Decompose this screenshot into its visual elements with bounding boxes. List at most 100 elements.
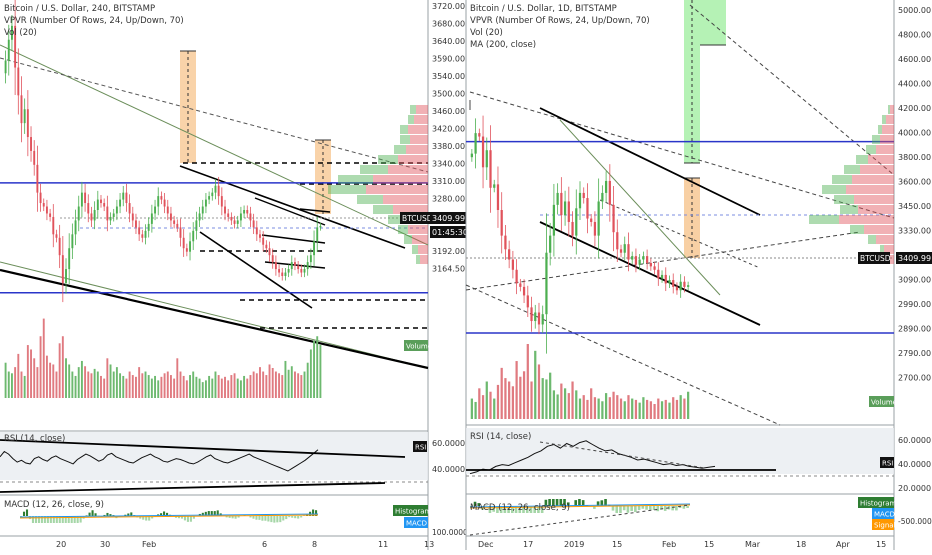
left-macd-hist-29 (106, 513, 108, 516)
right-vpvr-up-7 (832, 175, 852, 184)
left-volume-bar-84 (272, 368, 274, 398)
left-vpvr-up-13 (404, 235, 412, 244)
right-volume-bar-24 (560, 384, 562, 419)
right-vpvr-down-13 (876, 235, 894, 244)
right-candle-body-22 (553, 205, 555, 236)
left-candle-body-23 (78, 207, 80, 221)
left-macd-hist-78 (252, 516, 254, 519)
left-price-axis-label-6: 3460.00 (432, 107, 465, 116)
left-volume-bar-86 (278, 373, 280, 398)
left-macd-hist-0 (20, 516, 22, 517)
right-volume-bar-31 (586, 400, 588, 419)
left-candle-body-37 (122, 193, 124, 200)
left-volume-bar-23 (78, 367, 80, 398)
right-macd-hist-45 (638, 506, 641, 510)
right-vpvr-up-12 (850, 225, 864, 234)
left-volume-bar-21 (71, 372, 73, 398)
right-candle-body-18 (538, 313, 540, 325)
left-volume-bar-20 (68, 364, 70, 398)
left-volume-bar-5 (21, 372, 23, 398)
right-volume-tag: Volume (871, 399, 897, 407)
right-vpvr-down-11 (839, 215, 894, 224)
left-volume-bar-91 (294, 372, 296, 398)
right-candle-body-0 (471, 154, 473, 158)
left-vpvr-down-15 (420, 255, 428, 264)
right-candle-body-50 (657, 270, 659, 279)
left-volume-bar-45 (148, 375, 150, 398)
left-volume-bar-46 (151, 379, 153, 398)
left-vpvr-up-5 (378, 155, 398, 164)
right-vpvr-up-13 (868, 235, 876, 244)
left-macd-hist-23 (89, 513, 91, 516)
left-volume-bar-64 (208, 376, 210, 398)
left-volume-bar-96 (310, 349, 312, 398)
right-vpvr-up-1 (882, 115, 886, 124)
left-histogram-tag: Histogram (395, 508, 431, 516)
left-volume-bar-50 (164, 373, 166, 398)
left-volume-bar-81 (262, 372, 264, 398)
right-macd-hist-52 (664, 506, 667, 511)
right-volume-bar-21 (549, 373, 551, 419)
left-candle-body-62 (202, 207, 204, 214)
right-time-18: 18 (796, 540, 806, 549)
left-ticker-tag: BTCUSD (402, 214, 433, 223)
left-volume-bar-1 (8, 372, 10, 398)
left-macd-hist-92 (294, 516, 296, 518)
left-volume-bar-58 (189, 375, 191, 398)
left-candle-body-10 (36, 165, 38, 193)
right-candle-body-29 (579, 193, 581, 208)
right-vpvr-down-7 (852, 175, 894, 184)
right-volume-bar-23 (557, 394, 559, 419)
right-volume-bar-55 (676, 400, 678, 419)
left-volume-bar-63 (205, 380, 207, 398)
left-candle-body-8 (30, 137, 32, 151)
left-volume-bar-70 (227, 380, 229, 398)
left-volume-bar-61 (199, 379, 201, 398)
left-candle-body-41 (135, 220, 137, 227)
right-price-axis-label-9: 3330.00 (898, 227, 931, 236)
right-volume-bar-46 (642, 397, 644, 419)
right-price-axis[interactable]: 5000.004800.004600.004400.004200.004000.… (898, 6, 931, 383)
left-candle-body-81 (262, 238, 264, 245)
right-candle-body-20 (545, 253, 547, 314)
right-volume-bar-7 (497, 385, 499, 419)
left-candle-body-57 (186, 248, 188, 251)
left-volume-bar-2 (11, 373, 13, 398)
right-volume-bar-30 (583, 395, 585, 419)
left-time-13: 13 (424, 540, 434, 549)
left-volume-bar-14 (49, 363, 51, 398)
left-volume-bar-7 (27, 345, 29, 398)
left-macd-hist-87 (279, 516, 281, 522)
left-volume-bar-10 (36, 367, 38, 398)
left-price-axis-label-9: 3340.00 (432, 160, 465, 169)
right-vpvr-up-0 (888, 105, 890, 114)
left-volume-bar-34 (113, 372, 115, 398)
right-candle-body-8 (501, 210, 503, 236)
right-candle-body-14 (523, 287, 525, 296)
right-volume-bar-17 (534, 351, 536, 419)
left-vpvr-up-4 (394, 145, 406, 154)
left-candle-body-86 (278, 269, 280, 272)
right-macd-hist-46 (642, 506, 645, 509)
left-vpvr-down-3 (410, 135, 428, 144)
left-time-20: 20 (56, 540, 66, 549)
right-candle-body-58 (687, 285, 689, 287)
left-volume-bar-41 (135, 377, 137, 398)
left-volume-bar-53 (173, 379, 175, 398)
left-header-2: VPVR (Number Of Rows, 24, Up/Down, 70) (4, 16, 184, 26)
left-candle-body-96 (310, 255, 312, 262)
left-vpvr-down-2 (408, 125, 428, 134)
right-candle-body-5 (489, 150, 491, 188)
left-candle-body-93 (300, 269, 302, 272)
left-candle-body-55 (180, 227, 182, 237)
right-vpvr-down-4 (876, 145, 894, 154)
left-volume-bar-16 (56, 372, 58, 398)
left-volume-bar-87 (281, 375, 283, 398)
right-candle-body-31 (586, 198, 588, 219)
left-macd-label: MACD (12, 26, close, 9) (4, 500, 104, 510)
right-candle-body-44 (635, 256, 637, 265)
right-time-2019: 2019 (564, 540, 584, 549)
right-candle-body-35 (601, 193, 603, 202)
right-macd-tag: MACD (874, 511, 895, 519)
right-time-dec: Dec (478, 540, 493, 549)
